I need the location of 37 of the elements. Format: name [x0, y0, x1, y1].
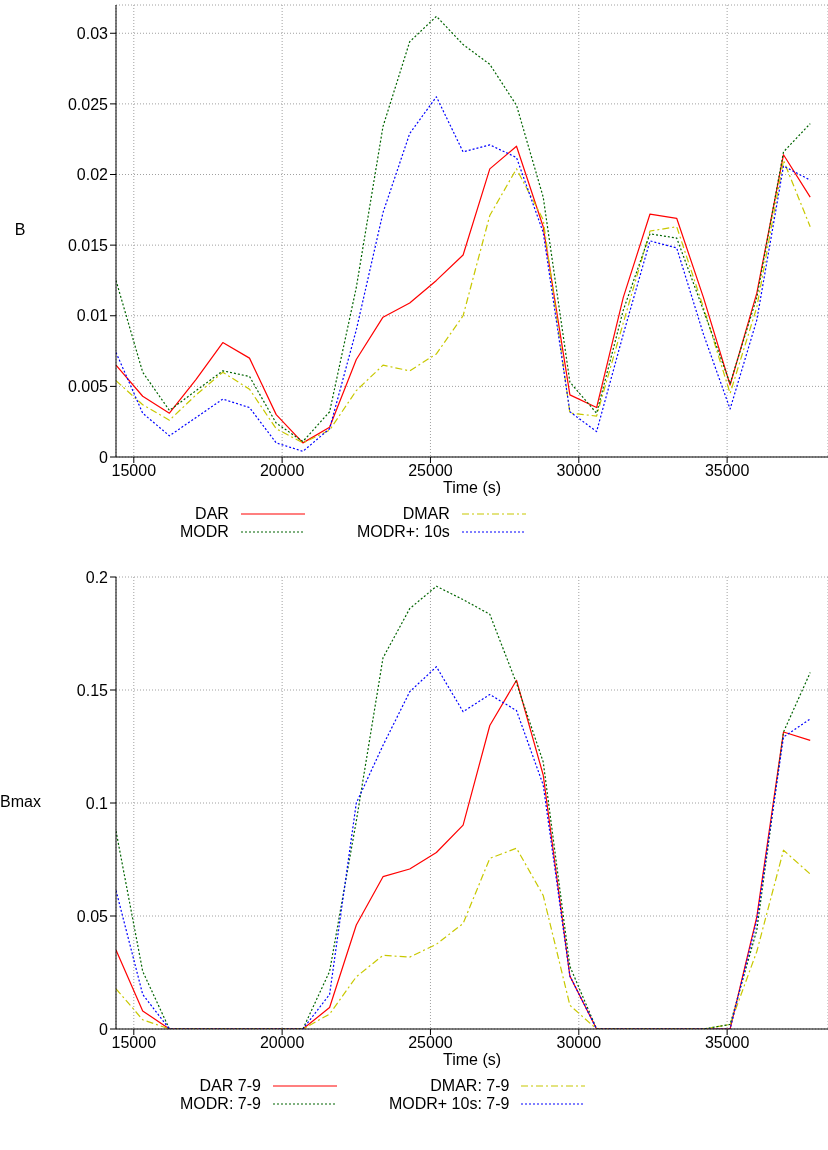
- y-tick-label: 0.03: [76, 24, 109, 42]
- x-tick-label: 25000: [408, 462, 453, 480]
- x-tick-label: 20000: [259, 462, 305, 480]
- line-series: [116, 585, 811, 1029]
- legend-label: DMAR: 7-9: [429, 1077, 510, 1095]
- x-tick-label: 15000: [111, 462, 157, 480]
- x-tick-label: 35000: [704, 462, 750, 480]
- x-axis-title: Time (s): [441, 1051, 503, 1069]
- legend-label: MODR+ 10s: 7-9: [387, 1095, 510, 1113]
- y-tick-label: 0.05: [76, 907, 109, 925]
- x-tick-label: 25000: [408, 1034, 453, 1052]
- y-axis-title: B: [13, 221, 27, 239]
- x-tick-label: 35000: [704, 1034, 750, 1052]
- y-axis-title: Bmax: [0, 793, 41, 811]
- y-tick-label: 0.015: [67, 236, 109, 254]
- x-tick-label: 20000: [259, 1034, 305, 1052]
- legend-label: MODR: [180, 523, 229, 541]
- line-series: [116, 15, 811, 443]
- y-tick-label: 0: [99, 1020, 109, 1038]
- y-tick-label: 0: [99, 448, 109, 466]
- y-tick-label: 0.005: [67, 378, 109, 396]
- legend-label: DAR: [194, 505, 229, 523]
- legend-label: DAR 7-9: [198, 1077, 261, 1095]
- x-axis-title: Time (s): [441, 479, 503, 497]
- y-tick-label: 0.1: [85, 794, 109, 812]
- legend-label: MODR: 7-9: [180, 1095, 261, 1113]
- y-tick-label: 0.01: [76, 307, 109, 325]
- x-tick-label: 30000: [556, 462, 602, 480]
- legend-label: DMAR: [401, 505, 450, 523]
- y-tick-label: 0.15: [76, 681, 109, 699]
- y-tick-label: 0.02: [76, 166, 109, 184]
- y-tick-label: 0.025: [67, 95, 109, 113]
- x-tick-label: 15000: [111, 1034, 157, 1052]
- y-tick-label: 0.2: [85, 568, 109, 586]
- x-tick-label: 30000: [556, 1034, 602, 1052]
- line-series: [116, 96, 811, 452]
- legend-label: MODR+: 10s: [355, 523, 450, 541]
